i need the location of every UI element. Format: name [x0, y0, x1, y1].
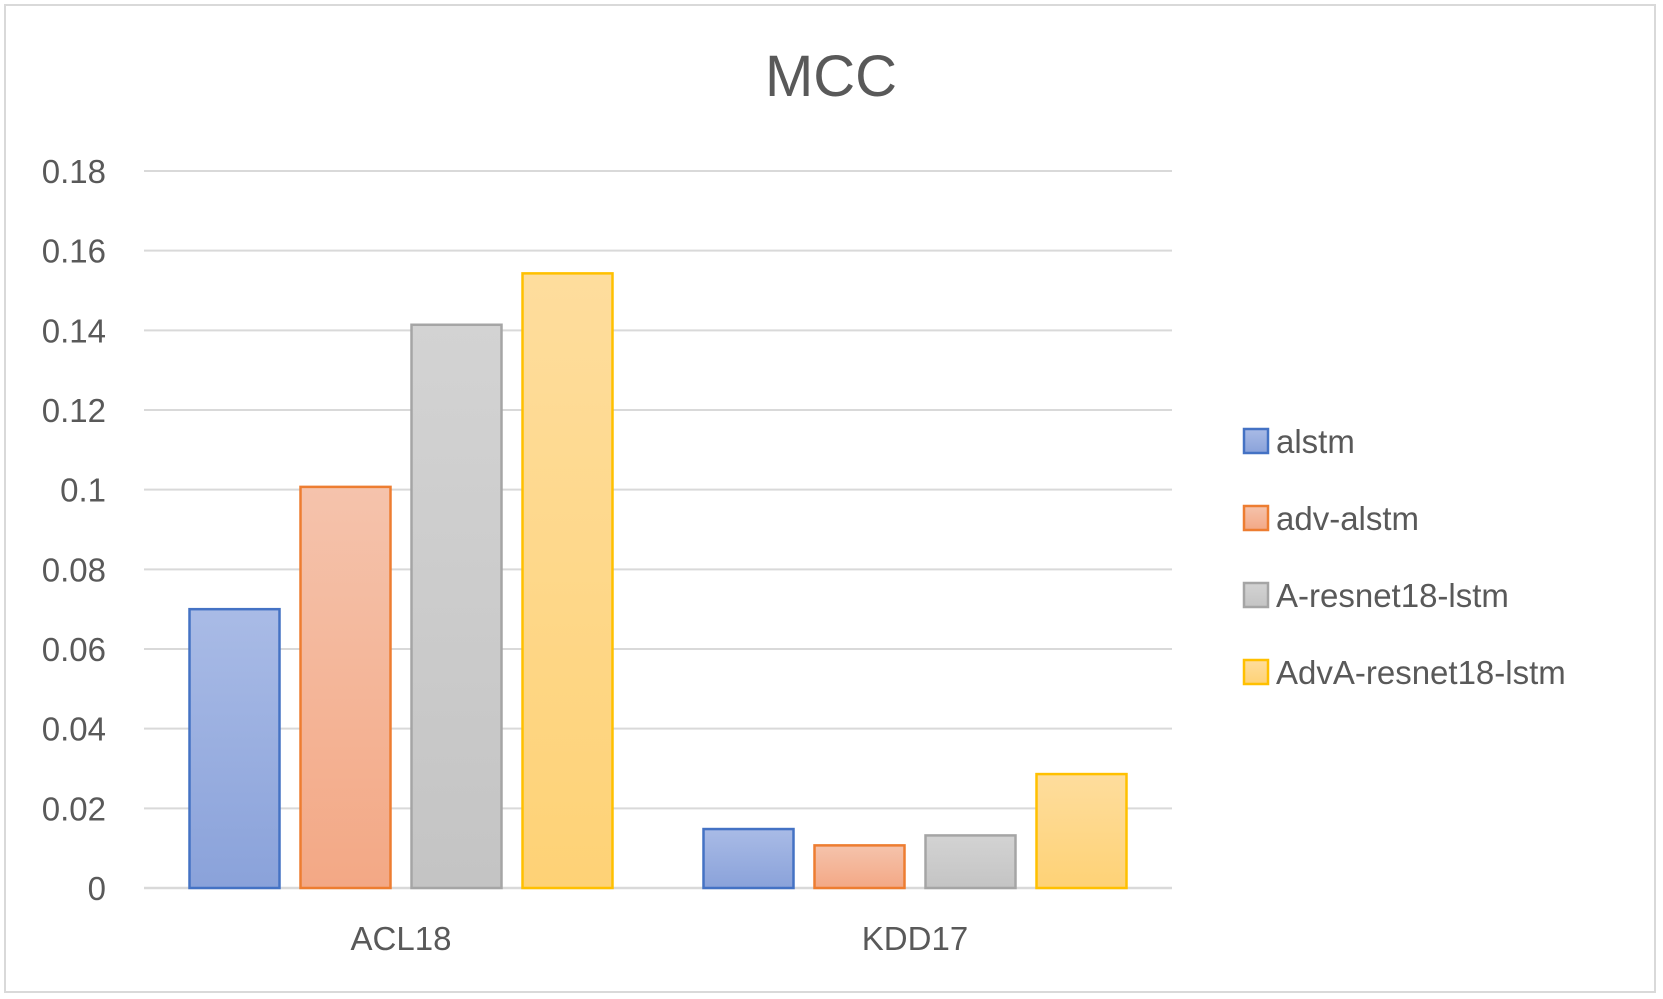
bar-AdvA-resnet18-lstm-ACL18: [521, 272, 614, 890]
bar-AdvA-resnet18-lstm-KDD17: [1035, 772, 1128, 890]
bar-A-resnet18-lstm-ACL18: [410, 323, 503, 890]
y-tick-label: 0.08: [42, 551, 106, 588]
bars: [188, 272, 1128, 890]
bar-adv-alstm-KDD17: [813, 844, 906, 890]
chart-title: MCC: [765, 44, 897, 109]
y-tick-label: 0.18: [42, 153, 106, 190]
x-tick-label: KDD17: [862, 920, 968, 957]
y-tick-label: 0.06: [42, 631, 106, 668]
legend-label: adv-alstm: [1276, 500, 1419, 537]
y-tick-label: 0.12: [42, 392, 106, 429]
bar-alstm-KDD17: [702, 827, 795, 890]
legend-label: alstm: [1276, 423, 1355, 460]
legend-label: A-resnet18-lstm: [1276, 577, 1509, 614]
legend-label: AdvA-resnet18-lstm: [1276, 654, 1566, 691]
y-tick-label: 0.16: [42, 233, 106, 270]
y-tick-label: 0.1: [60, 472, 106, 509]
y-tick-label: 0: [88, 870, 106, 907]
legend-swatch-AdvA-resnet18-lstm: [1242, 658, 1270, 686]
legend-swatch-A-resnet18-lstm: [1242, 581, 1270, 609]
y-axis-ticks: 0 0.02 0.04 0.06 0.08 0.1 0.12 0.14 0.16 0.18: [42, 153, 106, 907]
legend-swatch-alstm: [1242, 427, 1270, 455]
legend: alstm adv-alstm A-resnet18-lstm AdvA-resnet…: [1242, 423, 1566, 691]
bar-adv-alstm-ACL18: [299, 485, 392, 890]
bar-A-resnet18-lstm-KDD17: [924, 834, 1017, 890]
x-axis-ticks: ACL18 KDD17: [351, 920, 969, 957]
bar-alstm-ACL18: [188, 607, 281, 890]
x-tick-label: ACL18: [351, 920, 452, 957]
gridlines: [144, 170, 1172, 890]
legend-swatch-adv-alstm: [1242, 504, 1270, 532]
y-tick-label: 0.14: [42, 312, 106, 349]
y-tick-label: 0.04: [42, 711, 106, 748]
y-tick-label: 0.02: [42, 790, 106, 827]
